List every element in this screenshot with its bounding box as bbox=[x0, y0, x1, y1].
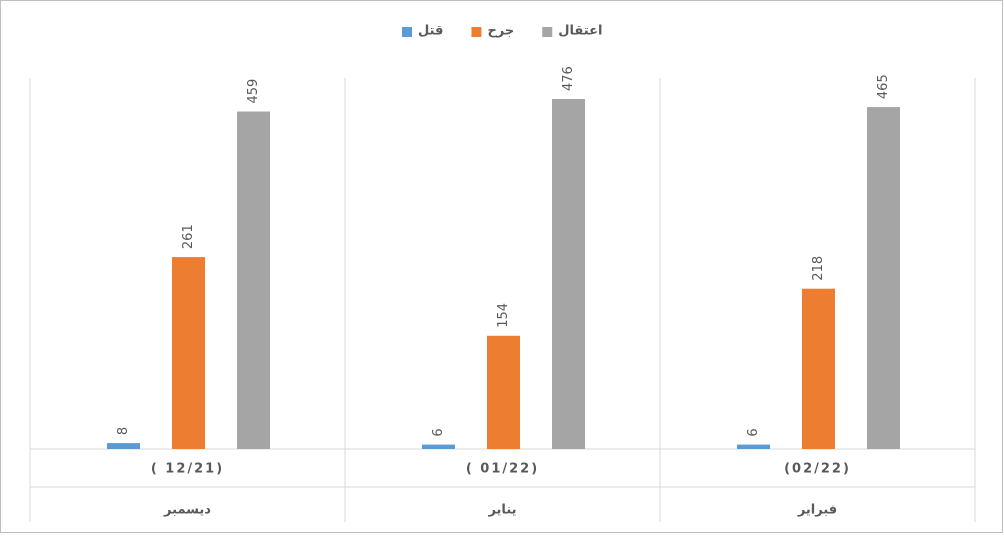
bar bbox=[867, 107, 900, 450]
legend-swatch bbox=[542, 27, 553, 37]
data-label: 154 bbox=[496, 303, 511, 328]
chart-border bbox=[0, 0, 1003, 533]
x-tick-label: (02/22) bbox=[784, 462, 851, 477]
bar bbox=[422, 444, 455, 449]
data-label: 459 bbox=[246, 79, 261, 104]
bar bbox=[802, 288, 835, 449]
data-label: 218 bbox=[811, 256, 826, 281]
x-tick-label: ( 12/21) bbox=[151, 462, 224, 477]
legend: قتل جرح اعتقال bbox=[402, 24, 602, 39]
bar bbox=[107, 443, 140, 449]
data-label: 465 bbox=[876, 74, 891, 99]
data-label: 476 bbox=[561, 66, 576, 91]
legend-label: قتل bbox=[418, 24, 443, 39]
legend-swatch bbox=[402, 27, 412, 37]
bar bbox=[487, 335, 520, 449]
x-tick-label: ( 01/22) bbox=[466, 462, 539, 477]
data-label: 8 bbox=[116, 427, 131, 435]
data-label: 261 bbox=[181, 224, 196, 249]
bar bbox=[172, 257, 205, 449]
x-group-label: يناير bbox=[487, 503, 516, 518]
data-label: 6 bbox=[431, 428, 446, 436]
x-group-label: ديسمبر bbox=[163, 503, 211, 518]
bar bbox=[737, 444, 770, 449]
bar bbox=[237, 111, 270, 449]
legend-swatch bbox=[471, 27, 482, 37]
x-group-label: فبراير bbox=[797, 503, 837, 518]
legend-label: جرح bbox=[487, 24, 514, 39]
data-label: 6 bbox=[746, 428, 761, 436]
legend-label: اعتقال bbox=[558, 24, 602, 39]
bar bbox=[552, 99, 585, 449]
